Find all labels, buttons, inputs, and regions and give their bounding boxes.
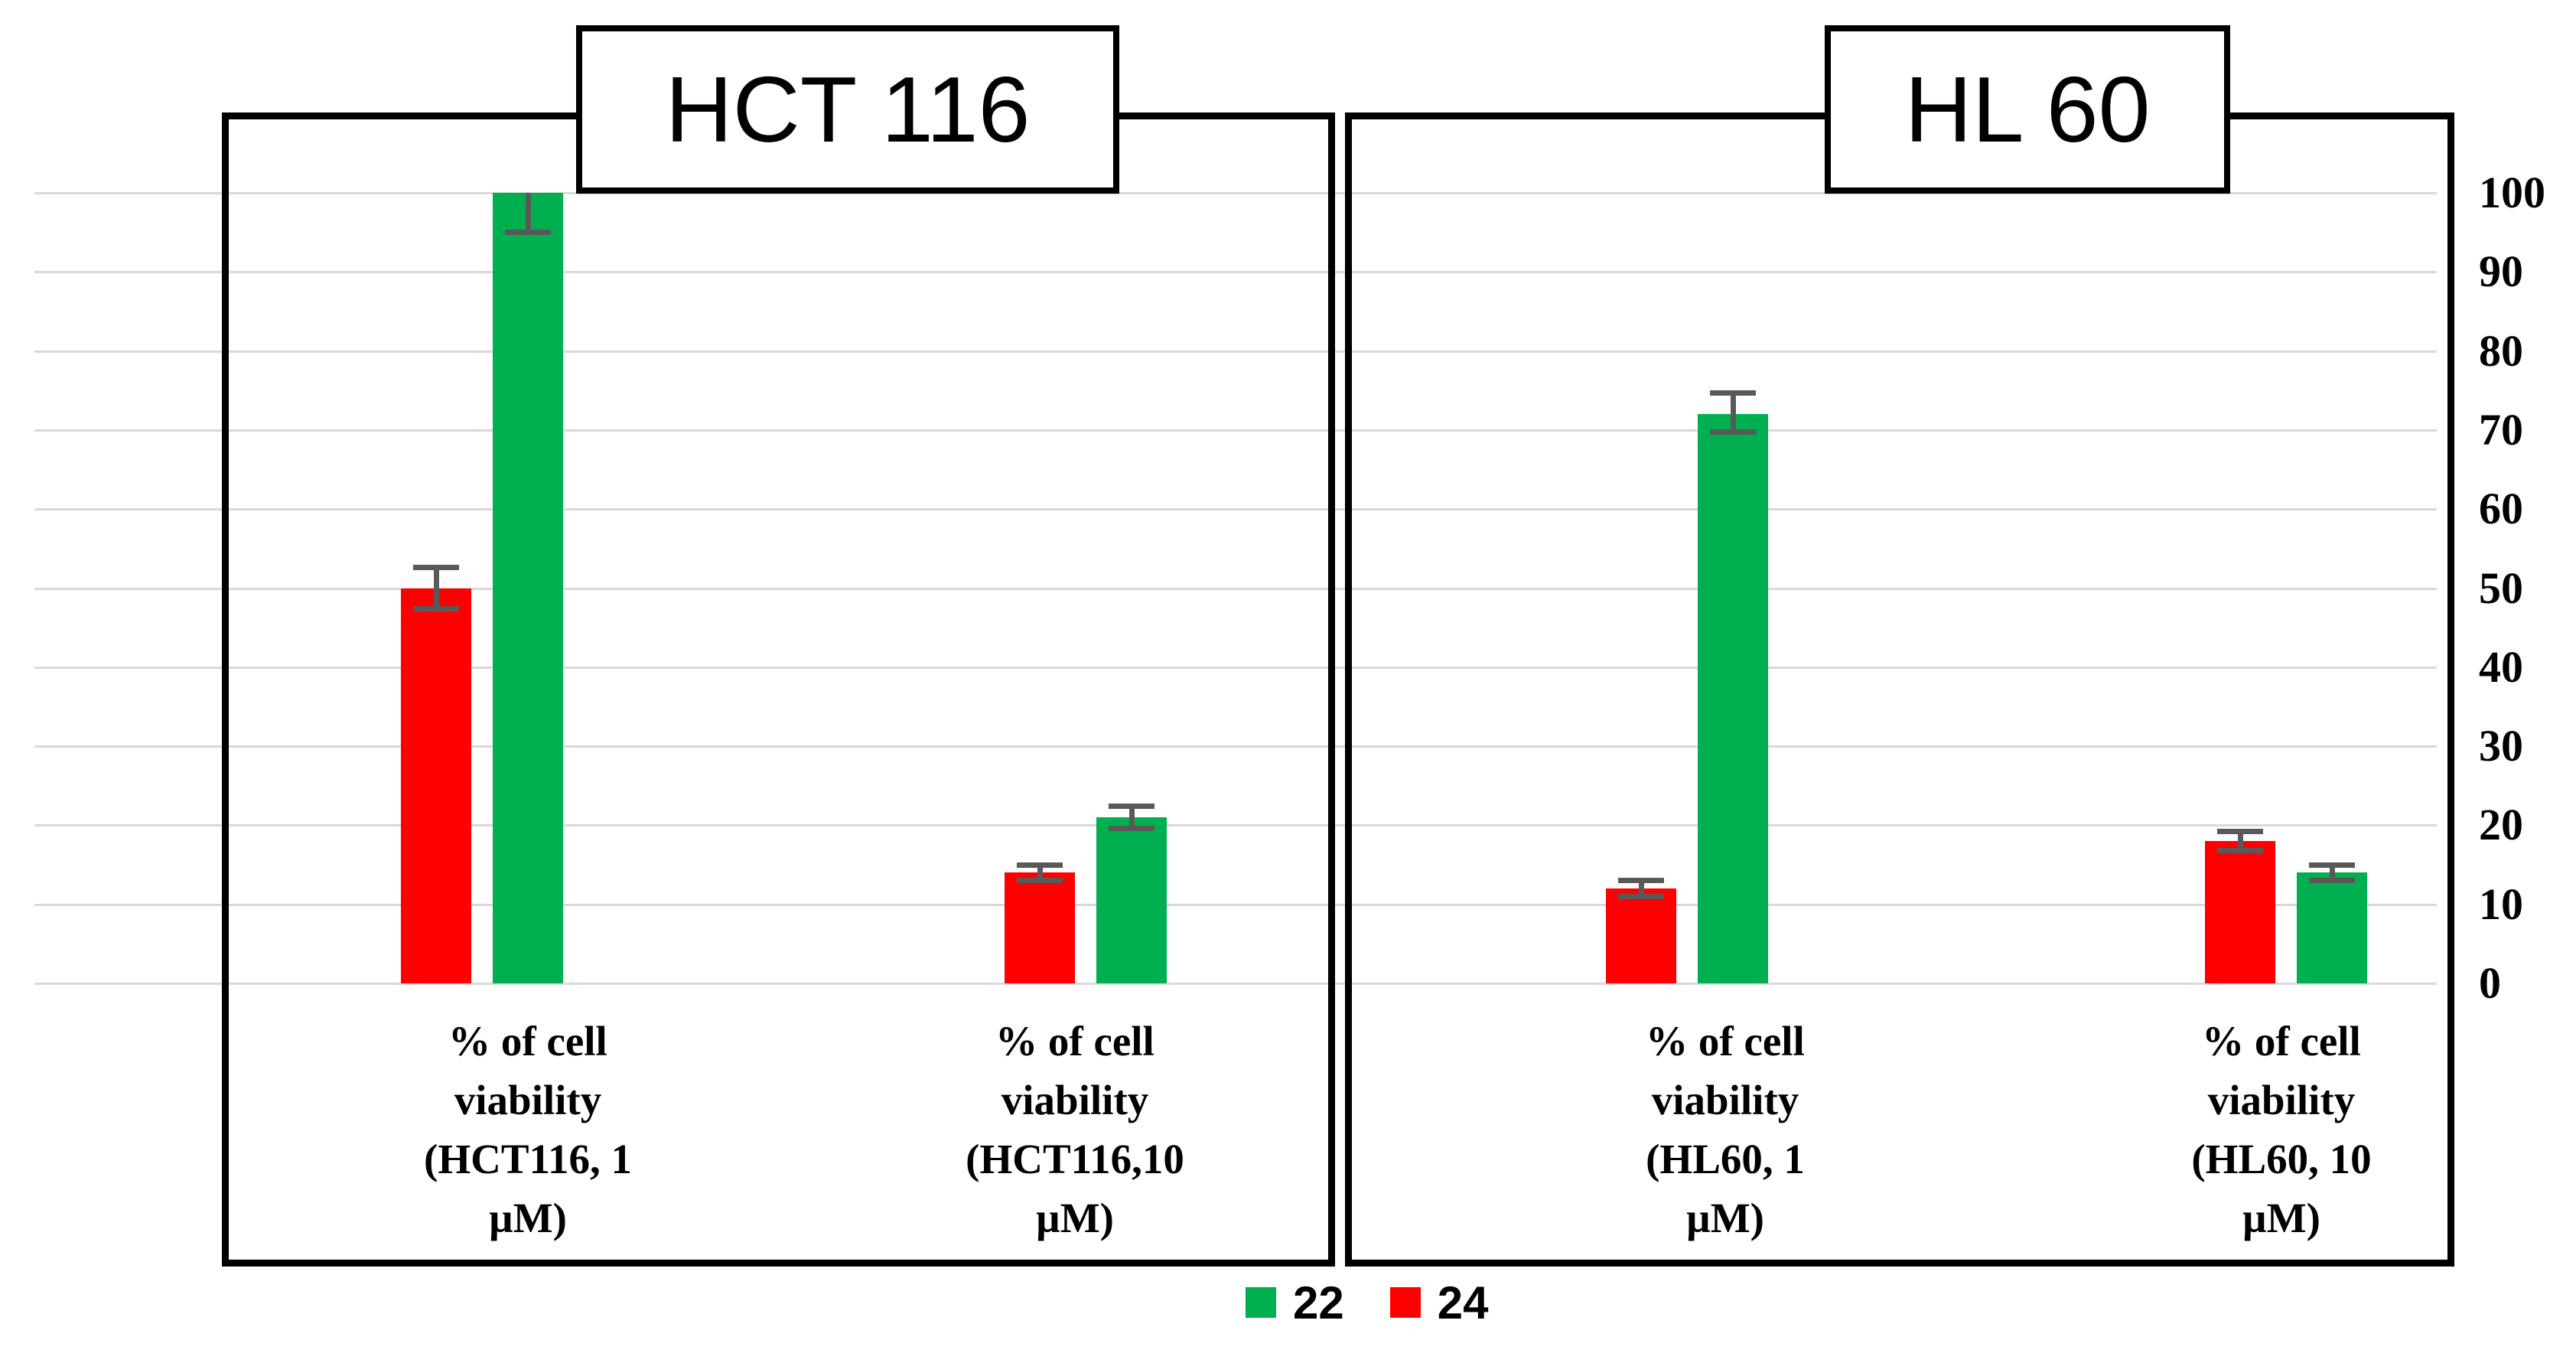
legend-entry-24: 24 [1389, 1276, 1489, 1329]
panel-box-hct116 [222, 112, 1335, 1267]
bar-series-24 [1606, 888, 1676, 983]
error-bar-cap [1618, 878, 1664, 884]
legend-label: 22 [1293, 1276, 1344, 1329]
error-bar-cap [2217, 847, 2263, 853]
error-bar-cap [2309, 878, 2355, 884]
y-axis-tick-label: 70 [2479, 404, 2523, 455]
legend-swatch-icon [1389, 1287, 1421, 1318]
panel-title-hl60: HL 60 [1825, 25, 2230, 194]
category-label: % of cell viability (HL60, 1 µM) [1646, 1018, 1805, 1241]
gridline [34, 903, 2437, 906]
error-bar-cap [1710, 429, 1756, 435]
y-axis-tick-label: 20 [2479, 800, 2523, 850]
gridline [34, 745, 2437, 748]
gridline [34, 508, 2437, 511]
gridline [34, 271, 2437, 274]
y-axis-tick-label: 0 [2479, 958, 2501, 1008]
category-label: % of cell viability (HCT116, 1 µM) [424, 1018, 632, 1241]
error-bar-line [2237, 831, 2243, 851]
y-axis-tick-label: 50 [2479, 562, 2523, 613]
error-bar-line [2329, 865, 2335, 881]
error-bar-cap [1017, 878, 1063, 884]
panel-title-text: HCT 116 [665, 57, 1031, 161]
error-bar-cap [505, 230, 551, 236]
error-bar-line [1128, 806, 1135, 829]
panel-title-text: HL 60 [1904, 57, 2151, 161]
error-bar-line [1730, 393, 1736, 432]
error-bar-line [1638, 880, 1644, 897]
category-label: % of cell viability (HL60, 10 µM) [2191, 1018, 2372, 1241]
error-bar-cap [2309, 862, 2355, 868]
y-axis-tick-label: 40 [2479, 641, 2523, 692]
error-bar-cap [1710, 390, 1756, 396]
error-bar-cap [1017, 862, 1063, 868]
error-bar-cap [1618, 893, 1664, 899]
bar-series-22 [493, 193, 563, 983]
y-axis-tick-label: 100 [2479, 168, 2545, 217]
category-label: % of cell viability (HCT116,10 µM) [966, 1018, 1184, 1241]
y-axis-tick-label: 30 [2479, 721, 2523, 771]
y-axis-tick-label: 90 [2479, 246, 2523, 297]
error-bar-cap [1109, 826, 1154, 832]
error-bar-cap [413, 605, 459, 611]
legend-swatch-icon [1246, 1287, 1276, 1318]
bar-series-24 [2205, 841, 2275, 983]
gridline [34, 587, 2437, 590]
error-bar-cap [2217, 829, 2263, 835]
gridline [34, 192, 2437, 194]
gridline [34, 824, 2437, 827]
panel-title-hct116: HCT 116 [576, 25, 1119, 194]
error-bar-cap [1109, 804, 1154, 810]
legend-entry-22: 22 [1246, 1276, 1344, 1329]
gridline [34, 666, 2437, 669]
bar-series-22 [2297, 872, 2367, 983]
gridline [34, 983, 2437, 985]
legend: 22 24 [1246, 1276, 1535, 1329]
y-axis-tick-label: 80 [2479, 325, 2523, 376]
error-bar-line [525, 193, 531, 233]
error-bar-line [433, 567, 439, 609]
bar-series-24 [1005, 872, 1075, 983]
gridline [34, 350, 2437, 353]
y-axis-tick-label: 10 [2479, 879, 2523, 929]
bar-series-24 [401, 588, 471, 983]
bar-series-22 [1096, 817, 1167, 983]
y-axis-tick-label: 60 [2479, 484, 2523, 534]
error-bar-cap [413, 565, 459, 571]
error-bar-line [1037, 865, 1043, 881]
gridline [34, 429, 2437, 432]
bar-series-22 [1698, 414, 1768, 983]
legend-label: 24 [1437, 1276, 1489, 1329]
panel-box-hl60 [1345, 112, 2454, 1267]
